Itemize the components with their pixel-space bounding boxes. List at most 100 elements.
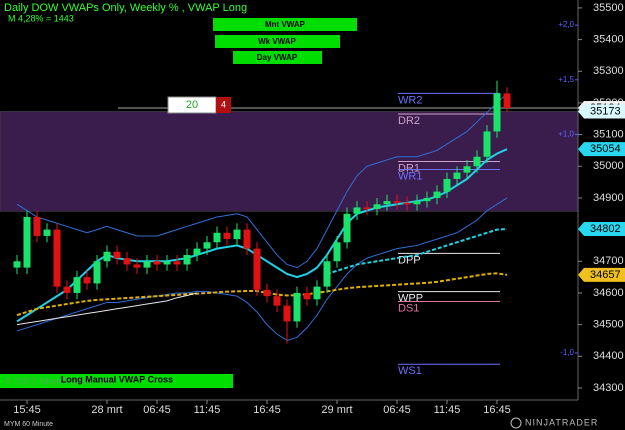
price-marker-label: 35054 <box>590 143 621 155</box>
y2-tick-label: +1,0 <box>558 130 574 139</box>
candle-body <box>213 232 221 243</box>
y-tick-label: 34900 <box>593 192 624 204</box>
button[interactable] <box>215 35 340 48</box>
indicator-line <box>16 292 198 326</box>
count-box[interactable] <box>216 97 231 113</box>
x-tick-label: 06:45 <box>143 404 171 416</box>
indicator-line <box>16 93 508 269</box>
candle-body <box>333 242 341 262</box>
candle-body <box>453 172 461 179</box>
pivot-label: DS1 <box>398 302 419 314</box>
candle-body <box>353 207 361 214</box>
candle-body <box>133 264 141 268</box>
y2-tick-label: -1,0 <box>560 348 574 357</box>
candle-body <box>183 254 191 265</box>
candle-body <box>273 296 281 306</box>
y2-tick-label: +1,5 <box>558 75 574 84</box>
button[interactable] <box>213 18 357 31</box>
indicator-line <box>16 197 508 342</box>
price-marker-label: 35173 <box>590 105 621 117</box>
button-label: Day VWAP <box>257 53 298 62</box>
indicator-line <box>326 227 508 275</box>
candle-body <box>83 277 91 284</box>
candle-body <box>123 258 131 265</box>
candle-body <box>233 229 241 240</box>
strategy-label: Long Manual VWAP Cross <box>61 374 173 384</box>
candle-body <box>223 232 231 240</box>
candle-body <box>33 216 41 236</box>
candle-body <box>93 261 101 284</box>
y-tick-label: 35000 <box>593 160 624 172</box>
candle-body <box>423 197 431 202</box>
copyright: © 2022 NinjaTrader, LLC <box>4 377 114 388</box>
chart-subtitle: M 4,28% = 1443 <box>8 13 74 23</box>
candle-body <box>413 201 421 205</box>
candle-body <box>493 93 501 132</box>
price-marker-label: 34802 <box>590 223 621 235</box>
y-tick-label: 34500 <box>593 319 624 331</box>
price-marker <box>578 267 625 282</box>
x-tick-label: 29 mrt <box>321 404 352 416</box>
x-tick-label: 06:45 <box>383 404 411 416</box>
candle-body <box>433 191 441 198</box>
candle-body <box>203 242 211 249</box>
pivot-label: WR2 <box>398 94 422 106</box>
candle-body <box>503 93 511 108</box>
x-tick-label: 16:45 <box>483 404 511 416</box>
candle-body <box>163 261 171 265</box>
candle-body <box>253 248 261 290</box>
candle-body <box>263 289 271 297</box>
price-marker-label: 34657 <box>590 269 621 281</box>
y-tick-label: 34700 <box>593 255 624 267</box>
button[interactable] <box>233 51 322 64</box>
candle-body <box>383 201 391 205</box>
candle-body <box>113 251 121 259</box>
price-marker <box>578 104 625 119</box>
pivot-label: WR1 <box>398 170 422 182</box>
candle-body <box>343 213 351 243</box>
button-label: Wk VWAP <box>258 37 296 46</box>
x-tick-label: 15:45 <box>13 404 41 416</box>
candle-body <box>23 216 31 268</box>
y2-tick-label: +2,0 <box>558 20 574 29</box>
candle-body <box>373 204 381 210</box>
candle-body <box>193 248 201 255</box>
candle-body <box>143 261 151 268</box>
indicator-line <box>16 272 508 317</box>
candle-body <box>173 261 181 265</box>
candle-body <box>313 286 321 300</box>
y-tick-label: 34300 <box>593 382 624 394</box>
candle-body <box>303 292 311 300</box>
candle-body <box>283 305 291 322</box>
candle-body <box>393 201 401 203</box>
candle-body <box>463 166 471 173</box>
candle-body <box>243 229 251 249</box>
brand: NINJATRADER <box>525 417 598 427</box>
pivot-label: WS1 <box>398 365 422 377</box>
candle-body <box>73 277 81 293</box>
brand-logo <box>510 417 522 429</box>
y-tick-label: 34600 <box>593 287 624 299</box>
y-tick-label: 35500 <box>593 2 624 14</box>
y-tick-label: 34400 <box>593 350 624 362</box>
y-tick-label: 35300 <box>593 65 624 77</box>
candle-body <box>63 286 71 293</box>
x-tick-label: 11:45 <box>434 404 461 416</box>
candle-body <box>153 261 161 265</box>
strategy-button[interactable] <box>0 374 233 388</box>
y-tick-label: 35100 <box>593 129 624 141</box>
quantity: 20 <box>186 99 198 111</box>
candle-body <box>403 202 411 205</box>
price-marker <box>578 221 625 236</box>
candle-body <box>363 207 371 210</box>
price-marker <box>578 142 625 157</box>
candle-body <box>293 292 301 322</box>
instrument: MYM 60 Minute <box>4 421 53 428</box>
pivot-label: DR1 <box>398 162 420 174</box>
count: 4 <box>221 99 226 109</box>
candle-body <box>53 229 61 287</box>
x-tick-label: 16:45 <box>253 404 281 416</box>
